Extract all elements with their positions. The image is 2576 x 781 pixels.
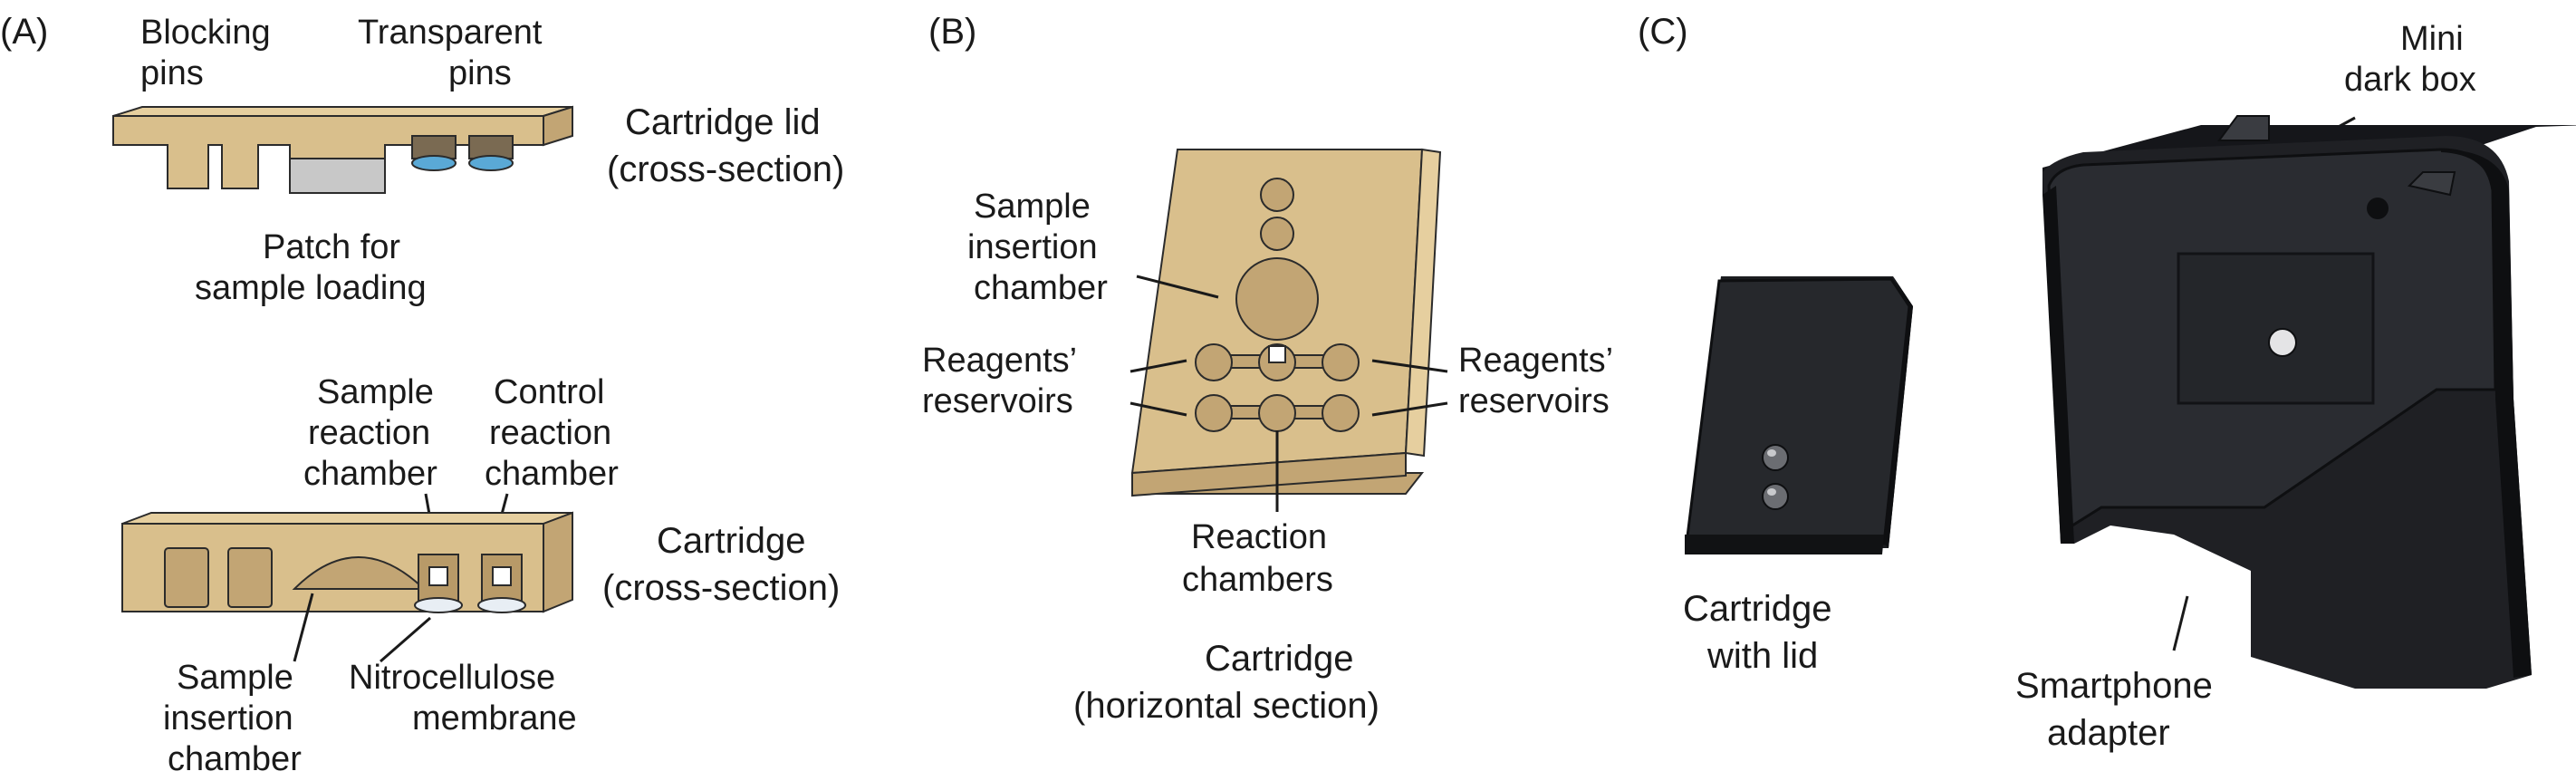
sample-reaction-label-2: reaction	[308, 414, 430, 452]
panel-a: (A) Blocking pins Transparent pins Cartr…	[0, 12, 844, 778]
camera-aperture	[2268, 328, 2297, 357]
reagents-right-2: reservoirs	[1458, 382, 1610, 420]
reservoir-row-1	[1195, 343, 1360, 381]
lid-pin-1	[1762, 444, 1789, 471]
cartridge-top-view	[1130, 148, 1442, 497]
mini-dark-box-2: dark box	[2344, 61, 2476, 99]
panel-a-label: (A)	[0, 12, 48, 52]
blocking-pins-label-1: Blocking	[140, 14, 271, 52]
a-sample-insertion-1: Sample	[177, 659, 293, 697]
nitrocellulose-leader	[380, 616, 431, 663]
cartridge-lid-drawing	[112, 105, 573, 194]
a-sample-insertion-2: insertion	[163, 699, 293, 738]
smartphone-adapter-1: Smartphone	[2015, 666, 2213, 706]
sample-insertion-leader	[293, 593, 314, 662]
cartridge-title-1: Cartridge	[657, 521, 806, 561]
b-sample-insertion-2: insertion	[967, 228, 1098, 266]
cartridge-with-lid-1: Cartridge	[1683, 589, 1832, 629]
a-sample-insertion-3: chamber	[168, 740, 302, 778]
membrane-right	[477, 597, 526, 613]
reagents-left-leader-2	[1129, 401, 1187, 417]
b-title-1: Cartridge	[1205, 639, 1354, 679]
reagents-right-leader-2	[1371, 401, 1448, 417]
blocking-pins-label-2: pins	[140, 54, 204, 92]
reagents-left-2: reservoirs	[922, 382, 1073, 420]
smartphone-adapter-photo	[2043, 115, 2576, 689]
panel-b: (B) Sample insertion	[922, 12, 1613, 726]
transparent-pins-label-1: Transparent	[358, 14, 543, 52]
sample-reaction-label-1: Sample	[317, 373, 434, 411]
lid-title-1: Cartridge lid	[625, 102, 821, 142]
reaction-chambers-2: chambers	[1182, 561, 1333, 599]
control-reaction-label-1: Control	[494, 373, 605, 411]
top-hole-2	[1260, 217, 1294, 251]
sample-loading-patch	[289, 158, 386, 194]
mini-dark-box-1: Mini	[2400, 20, 2464, 58]
panel-b-label: (B)	[928, 12, 976, 52]
b-sample-insertion-1: Sample	[974, 188, 1091, 226]
b-sample-insertion-leader	[1136, 275, 1219, 299]
top-hole-1	[1260, 178, 1294, 212]
b-title-2: (horizontal section)	[1073, 686, 1379, 726]
patch-label-1: Patch for	[263, 228, 400, 266]
smartphone-adapter-2: adapter	[2047, 713, 2170, 753]
reagents-left-1: Reagents’	[922, 342, 1077, 380]
panel-c-label: (C)	[1638, 12, 1688, 52]
patch-label-2: sample loading	[195, 269, 427, 307]
camera-window-recess	[2177, 252, 2375, 405]
nitrocellulose-label-1: Nitrocellulose	[349, 659, 555, 697]
transparent-pin-left	[411, 135, 457, 159]
cartridge-title-2: (cross-section)	[602, 568, 840, 608]
control-reaction-label-3: chamber	[485, 455, 619, 493]
lid-title-2: (cross-section)	[607, 149, 844, 189]
sample-reaction-label-3: chamber	[303, 455, 437, 493]
transparent-pins-label-2: pins	[448, 54, 512, 92]
cartridge-with-lid-photo	[1685, 276, 1913, 554]
cartridge-drawing	[121, 511, 573, 613]
b-sample-insertion-3: chamber	[974, 269, 1108, 307]
reaction-chambers-1: Reaction	[1191, 518, 1327, 556]
panel-c: (C) Mini dark box Cartridge with lid	[1638, 12, 2576, 753]
smartphone-adapter-leader	[2172, 595, 2189, 651]
cartridge-with-lid-2: with lid	[1706, 636, 1818, 676]
reagents-left-leader-1	[1129, 359, 1187, 373]
sample-insertion-hole	[1235, 257, 1319, 341]
lid-pin-2	[1762, 483, 1789, 510]
nitrocellulose-label-2: membrane	[412, 699, 577, 738]
reagents-right-leader-1	[1371, 359, 1448, 373]
membrane-left	[414, 597, 463, 613]
reagents-right-1: Reagents’	[1458, 342, 1613, 380]
reservoir-row-2	[1195, 394, 1360, 432]
control-reaction-label-2: reaction	[489, 414, 611, 452]
